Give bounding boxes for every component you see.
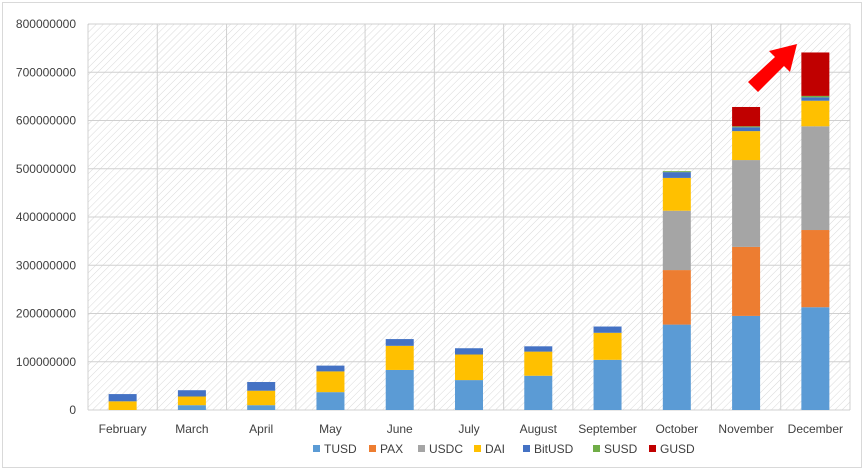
y-tick-label: 800000000 [16,17,76,31]
red-arrow-annotation [748,44,797,92]
bar-segment-bitusd-february [108,394,137,402]
x-tick-label: February [99,422,147,436]
x-tick-label: August [520,422,558,436]
bar-segment-pax-october [662,270,691,325]
bar-segment-tusd-november [732,315,761,410]
y-tick-label: 600000000 [16,114,76,128]
bar-segment-susd-november [732,126,761,128]
legend-label-usdc: USDC [429,442,463,456]
bar-segment-dai-september [593,332,622,360]
bar-segment-bitusd-december [801,97,830,101]
x-tick-label: May [319,422,342,436]
legend: TUSD PAX USDC DAI BitUSD SUSD GUSD [313,442,695,456]
bar-segment-usdc-december [801,126,830,231]
legend-swatch-tusd [313,445,320,452]
bar-segment-tusd-august [524,375,553,410]
bar-segment-dai-april [247,390,276,406]
x-tick-label: October [655,422,698,436]
bar-segment-dai-may [316,371,345,393]
legend-swatch-gusd [649,445,656,452]
bar-segment-dai-november [732,131,761,161]
bar-segment-susd-october [662,171,691,173]
y-axis-tick-labels: 0 100000000 200000000 300000000 400000000 500… [16,17,76,417]
bar-segment-bitusd-july [455,348,483,355]
bar-segment-dai-february [108,401,137,410]
legend-label-gusd: GUSD [660,442,695,456]
bar-segment-bitusd-november [732,127,761,132]
bar-segment-tusd-may [316,392,345,410]
legend-swatch-bitusd [523,445,530,452]
legend-label-tusd: TUSD [324,442,357,456]
bar-segment-dai-december [801,100,830,127]
y-tick-label: 300000000 [16,258,76,272]
bar-segment-dai-july [455,354,483,381]
legend-swatch-pax [369,445,376,452]
bar-segment-tusd-april [247,405,276,410]
bar-segment-tusd-july [455,380,483,410]
bar-segment-dai-october [662,177,691,211]
x-axis-tick-labels: February March April May June July August Septe… [99,422,843,436]
legend-label-susd: SUSD [604,442,638,456]
bar-segment-bitusd-may [316,365,345,372]
bar-segment-gusd-december [801,52,830,96]
y-tick-label: 500000000 [16,162,76,176]
x-tick-label: December [788,422,843,436]
x-tick-label: July [458,422,479,436]
bar-segment-pax-november [732,246,761,316]
bar-segment-dai-june [385,345,414,370]
y-tick-label: 0 [69,403,76,417]
bars [108,52,830,410]
bar-segment-susd-december [801,95,830,98]
bar-segment-pax-december [801,230,830,308]
bar-segment-gusd-november [732,106,761,127]
y-tick-label: 700000000 [16,65,76,79]
bar-segment-bitusd-april [247,382,276,391]
y-tick-label: 200000000 [16,307,76,321]
bar-segment-tusd-june [385,369,414,410]
bar-segment-tusd-december [801,307,830,410]
y-tick-label: 100000000 [16,355,76,369]
bar-segment-bitusd-june [385,339,414,346]
arrow-icon [748,44,797,92]
legend-swatch-susd [593,445,600,452]
legend-label-pax: PAX [380,442,403,456]
bar-segment-usdc-october [662,210,691,271]
legend-label-dai: DAI [485,442,505,456]
x-tick-label: June [387,422,413,436]
bar-segment-bitusd-august [524,346,553,352]
legend-swatch-usdc [418,445,425,452]
x-tick-label: April [249,422,273,436]
y-tick-label: 400000000 [16,210,76,224]
bar-segment-dai-march [177,396,206,406]
x-tick-label: November [718,422,773,436]
gridlines [87,23,851,411]
x-tick-label: March [175,422,208,436]
legend-swatch-dai [474,445,481,452]
bar-segment-dai-august [524,351,553,376]
bar-segment-tusd-march [177,405,206,410]
bar-segment-bitusd-march [177,390,206,397]
bar-segment-tusd-october [662,324,691,410]
bar-segment-bitusd-september [593,326,622,333]
bar-segment-bitusd-october [662,172,691,178]
legend-label-bitusd: BitUSD [534,442,574,456]
bar-segment-tusd-september [593,359,622,410]
bar-segment-usdc-november [732,160,761,247]
x-tick-label: September [578,422,637,436]
